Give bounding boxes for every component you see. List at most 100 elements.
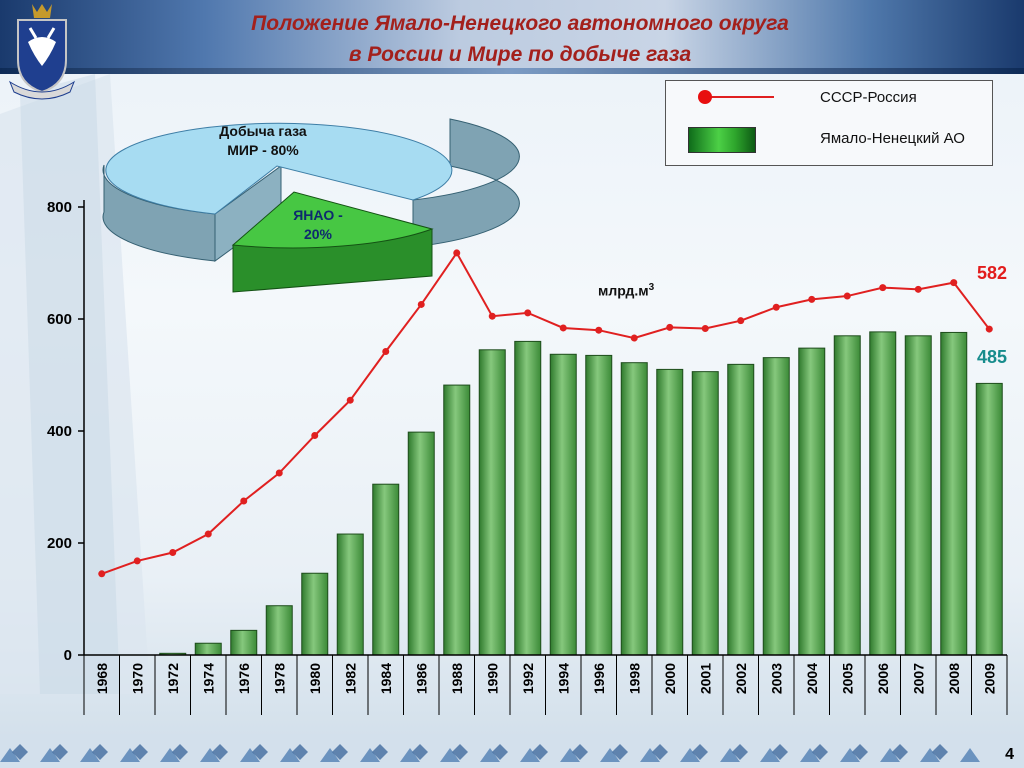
x-tick-label-2004: 2004 (804, 663, 820, 694)
bar-1994 (549, 353, 577, 656)
bar-1992 (514, 340, 542, 656)
x-tick-label-2002: 2002 (733, 663, 749, 694)
bar-2004 (798, 347, 826, 656)
line-point-2008 (950, 279, 958, 287)
line-point-2004 (808, 295, 816, 303)
line-point-1978 (275, 469, 283, 477)
bar-1996 (585, 354, 613, 656)
bar-2008 (940, 331, 968, 656)
pie-label-yanao: ЯНАО - 20% (278, 206, 358, 244)
bar-1988 (443, 384, 471, 656)
line-point-1998 (630, 334, 638, 342)
line-point-1976 (240, 497, 248, 505)
pie-yanao-line-1: ЯНАО - (293, 207, 343, 223)
x-tick-label-2001: 2001 (697, 663, 713, 694)
x-tick-label-2007: 2007 (910, 663, 926, 694)
bar-1976 (230, 629, 258, 656)
legend-dot-icon (698, 90, 712, 104)
bar-1998 (620, 362, 648, 656)
bar-1974 (194, 642, 222, 656)
bar-2005 (833, 335, 861, 656)
x-tick-label-1990: 1990 (484, 663, 500, 694)
line-point-2006 (879, 284, 887, 292)
x-tick-label-1968: 1968 (94, 663, 110, 694)
chart-legend: СССР-Россия Ямало-Ненецкий АО (665, 80, 993, 166)
x-tick-label-2006: 2006 (875, 663, 891, 694)
line-point-2002 (737, 317, 745, 325)
x-tick-label-1976: 1976 (236, 663, 252, 694)
legend-label-russia: СССР-Россия (820, 89, 917, 106)
bar-series (159, 331, 1003, 656)
ornament-border (0, 734, 1024, 768)
x-tick-label-2008: 2008 (946, 663, 962, 694)
x-tick-label-1982: 1982 (342, 663, 358, 694)
line-point-1980 (311, 431, 319, 439)
x-tick-label-1994: 1994 (555, 663, 571, 694)
line-point-2000 (666, 323, 674, 331)
line-point-2001 (701, 325, 709, 333)
line-point-2009 (985, 325, 993, 333)
title-line-2: в России и Мире по добыче газа (348, 43, 692, 66)
bar-1978 (265, 605, 293, 656)
y-tick-label: 600 (47, 311, 72, 328)
end-value-russia: 582 (977, 263, 1008, 283)
bar-1982 (336, 533, 364, 656)
line-point-1984 (382, 347, 390, 355)
line-point-1990 (488, 312, 496, 320)
pie-label-world: Добыча газа МИР - 80% (208, 122, 318, 160)
pie-slice-yanao (231, 191, 434, 293)
x-tick-label-1998: 1998 (626, 663, 642, 694)
line-point-1974 (204, 530, 212, 538)
x-tick-label-2005: 2005 (839, 663, 855, 694)
line-point-1972 (169, 549, 177, 557)
title-line-1: Положение Ямало-Ненецкого автономного ок… (251, 12, 789, 35)
x-tick-label-2000: 2000 (662, 663, 678, 694)
bar-2000 (656, 368, 684, 656)
russia-line-path (101, 251, 991, 575)
bar-1980 (301, 572, 329, 656)
x-tick-label-1970: 1970 (129, 663, 145, 694)
y-tick-label: 200 (47, 535, 72, 552)
legend-bar-swatch (688, 127, 756, 153)
y-tick-label: 800 (47, 199, 72, 216)
line-point-1986 (417, 300, 425, 308)
end-value-yanao: 485 (977, 347, 1008, 367)
y-axis: 0 200 400 600 800 (47, 199, 85, 664)
line-point-1970 (133, 557, 141, 565)
legend-label-yanao: Ямало-Ненецкий АО (820, 130, 965, 147)
x-axis: 1968 1970 1972 1974 1976 1978 1980 1982 1984 1986… (83, 654, 1008, 715)
unit-label-text: млрд.м (598, 282, 649, 299)
line-point-2003 (772, 303, 780, 311)
header-band (0, 0, 1024, 74)
line-point-1996 (595, 326, 603, 334)
pie-yanao-line-2: 20% (303, 226, 333, 242)
x-tick-label-2009: 2009 (981, 663, 997, 694)
bar-2007 (904, 335, 932, 656)
legend-line-marker (704, 96, 774, 98)
slide-title: Положение Ямало-Ненецкого автономного ок… (90, 8, 950, 70)
x-tick-label-1978: 1978 (271, 663, 287, 694)
bar-2003 (762, 357, 790, 656)
unit-label-superscript: 3 (648, 282, 655, 293)
bar-1984 (372, 483, 400, 656)
y-tick-label: 0 (64, 647, 72, 664)
line-point-2007 (914, 285, 922, 293)
x-tick-label-1972: 1972 (165, 663, 181, 694)
unit-label: млрд.м3 (598, 282, 654, 299)
pie-slice-world (102, 118, 520, 262)
pie-world-line-2: МИР - 80% (227, 142, 299, 158)
line-point-1994 (559, 324, 567, 332)
y-tick-label: 400 (47, 423, 72, 440)
x-tick-label-1996: 1996 (591, 663, 607, 694)
x-tick-label-1988: 1988 (449, 663, 465, 694)
x-tick-label-1980: 1980 (307, 663, 323, 694)
line-point-1968 (98, 570, 106, 578)
x-tick-label-1984: 1984 (378, 663, 394, 694)
bar-2001 (691, 371, 719, 656)
x-tick-label-1992: 1992 (520, 663, 536, 694)
yamal-emblem-icon (8, 4, 76, 100)
bar-1986 (407, 431, 435, 656)
pie-chart (102, 118, 520, 293)
line-point-1982 (346, 396, 354, 404)
